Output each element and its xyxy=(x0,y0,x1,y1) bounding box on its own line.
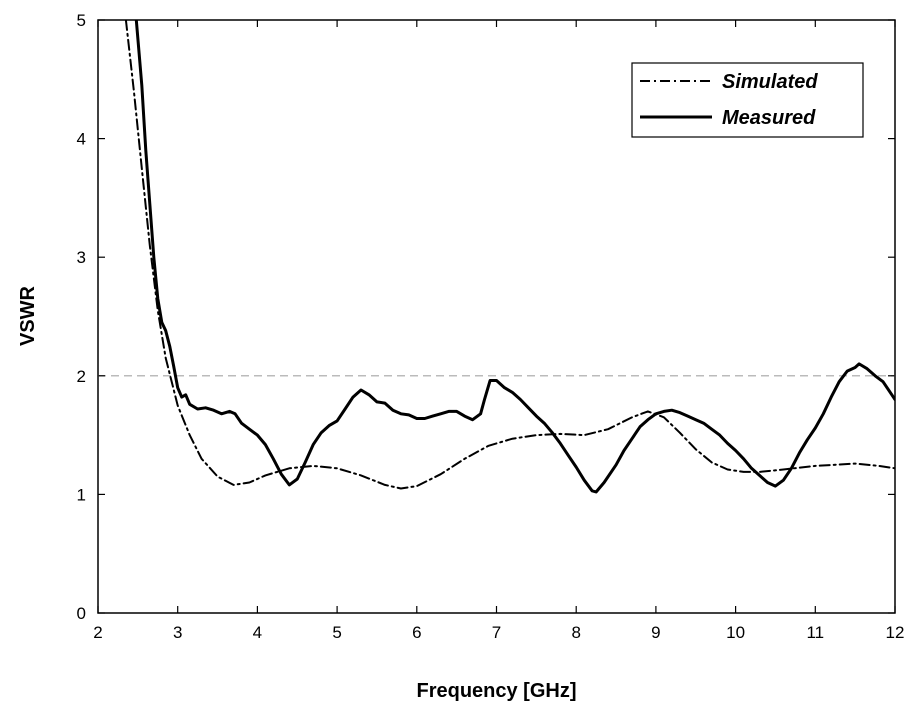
series-line-measured xyxy=(134,20,895,494)
x-tick-label: 2 xyxy=(93,623,102,642)
x-tick-label: 10 xyxy=(726,623,745,642)
x-tick-label: 7 xyxy=(492,623,501,642)
y-tick-label: 0 xyxy=(77,604,86,623)
x-tick-label: 11 xyxy=(806,623,824,642)
legend-label-simulated: Simulated xyxy=(722,71,818,93)
y-axis-title: VSWR xyxy=(17,285,39,346)
y-tick-label: 4 xyxy=(77,130,86,149)
x-tick-label: 3 xyxy=(173,623,182,642)
x-tick-label: 12 xyxy=(886,623,905,642)
x-tick-label: 8 xyxy=(571,623,580,642)
x-tick-label: 4 xyxy=(253,623,262,642)
legend-label-measured: Measured xyxy=(722,107,816,129)
x-tick-label: 6 xyxy=(412,623,421,642)
y-tick-label: 3 xyxy=(77,248,86,267)
y-tick-label: 1 xyxy=(77,485,86,504)
x-tick-label: 9 xyxy=(651,623,660,642)
legend-box xyxy=(631,62,864,138)
legend: Simulated Measured xyxy=(631,62,864,138)
x-axis-title: Frequency [GHz] xyxy=(416,680,576,702)
series-line-simulated xyxy=(124,20,895,490)
x-tick-label: 5 xyxy=(332,623,341,642)
y-tick-label: 2 xyxy=(77,367,86,386)
y-tick-label: 5 xyxy=(77,11,86,30)
